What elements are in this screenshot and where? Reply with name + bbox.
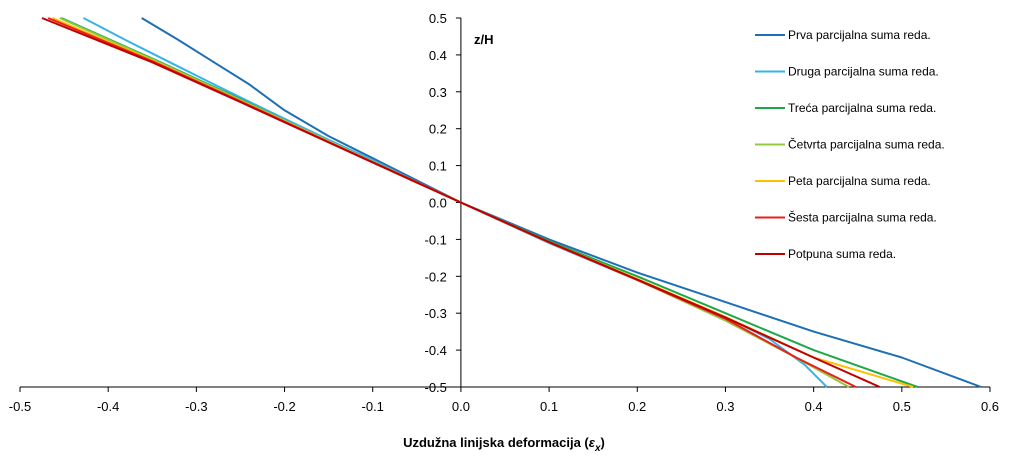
legend: Prva parcijalna suma reda. Druga parcijal… (755, 28, 945, 261)
x-axis-title-subscript: x (594, 443, 601, 454)
x-tick-label: -0.5 (9, 399, 31, 414)
legend-label: Četvrta parcijalna suma reda. (788, 137, 945, 152)
x-tick-label: -0.3 (185, 399, 207, 414)
legend-label: Potpuna suma reda. (788, 247, 896, 261)
series-line-2 (83, 17, 828, 388)
legend-label: Prva parcijalna suma reda. (788, 28, 931, 42)
legend-label: Treća parcijalna suma reda. (788, 101, 936, 115)
x-axis-title-close: ) (601, 435, 605, 450)
y-tick-label: 0.1 (429, 159, 447, 174)
x-tick-label: -0.2 (273, 399, 295, 414)
tick-labels: -0.5 -0.4 -0.3 -0.2 -0.1 0.0 0.1 0.2 0.3 0.4 0.5 0.… (9, 11, 999, 414)
y-tick-label: -0.2 (425, 269, 447, 284)
y-tick-label: 0.4 (429, 48, 447, 63)
series-line-6 (47, 17, 857, 388)
y-tick-label: 0.3 (429, 85, 447, 100)
series-line-1 (141, 17, 982, 388)
y-axis-title: z/H (474, 32, 494, 47)
series-line-7 (41, 17, 881, 388)
x-tick-label: 0.0 (452, 399, 470, 414)
x-tick-label: 0.2 (628, 399, 646, 414)
y-tick-label: -0.1 (425, 232, 447, 247)
y-tick-label: -0.4 (425, 343, 447, 358)
series-lines (41, 17, 982, 388)
y-tick-label: 0.5 (429, 11, 447, 26)
legend-label: Šesta parcijalna suma reda. (788, 210, 937, 225)
x-tick-label: 0.5 (893, 399, 911, 414)
legend-label: Peta parcijalna suma reda. (788, 174, 931, 188)
x-axis-title-text: Uzdužna linijska deformacija ( (403, 435, 589, 450)
y-tick-label: 0.2 (429, 122, 447, 137)
y-tick-label: -0.5 (425, 380, 447, 395)
axes (19, 17, 991, 392)
x-tick-label: 0.6 (981, 399, 999, 414)
x-axis-title: Uzdužna linijska deformacija (εx) (403, 435, 605, 454)
series-line-5 (52, 17, 914, 388)
x-tick-label: 0.4 (805, 399, 823, 414)
x-tick-label: 0.1 (540, 399, 558, 414)
x-axis-title-symbol: ε (589, 435, 596, 450)
y-tick-label: -0.3 (425, 306, 447, 321)
y-tick-label: 0.0 (429, 196, 447, 211)
x-tick-label: -0.1 (362, 399, 384, 414)
x-tick-label: 0.3 (716, 399, 734, 414)
x-tick-label: -0.4 (97, 399, 119, 414)
legend-label: Druga parcijalna suma reda. (788, 65, 939, 79)
